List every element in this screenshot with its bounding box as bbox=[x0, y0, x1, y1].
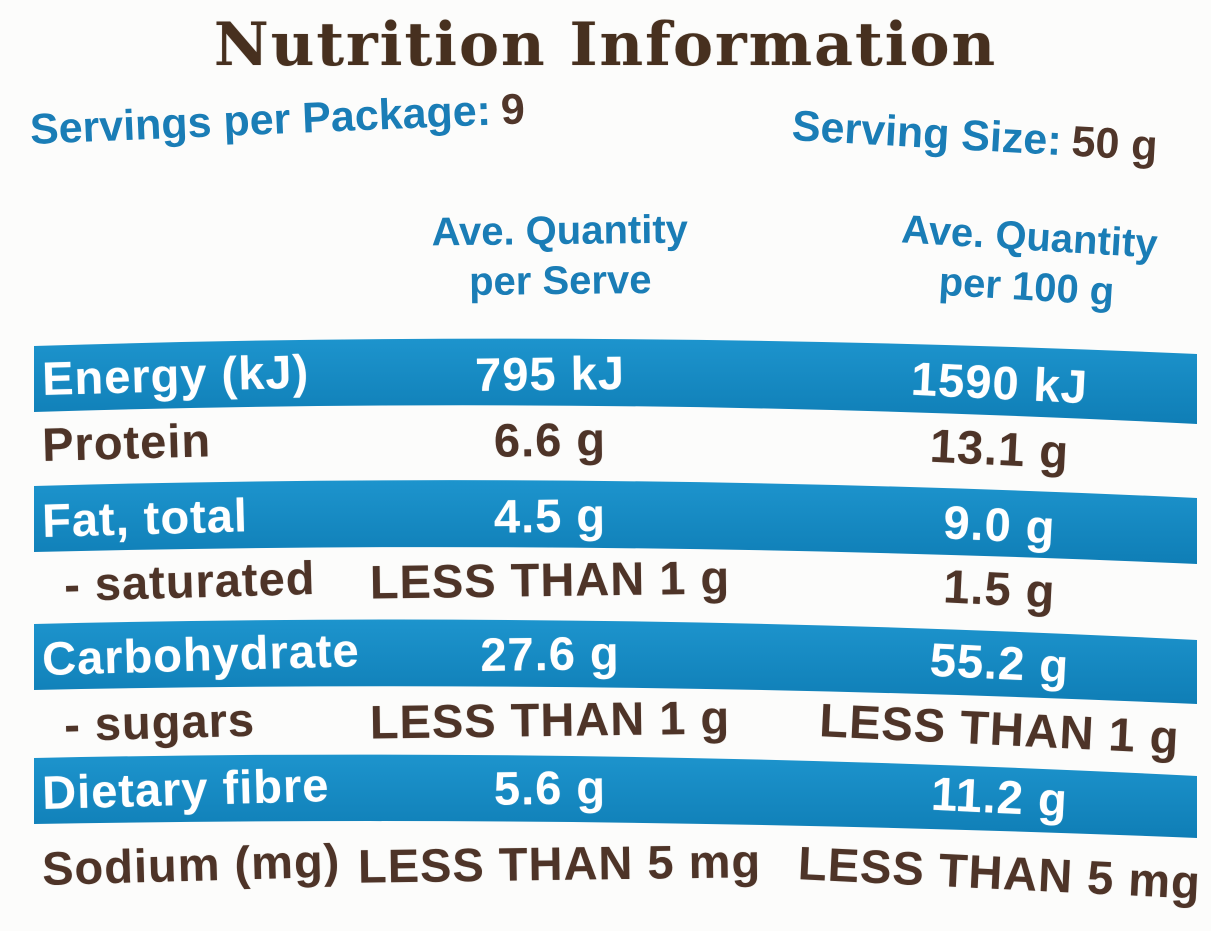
table-row-fat-total: Fat, total 4.5 g 9.0 g bbox=[0, 488, 1211, 560]
table-row-protein: Protein 6.6 g 13.1 g bbox=[0, 412, 1211, 484]
value-per-serve: 4.5 g bbox=[493, 488, 607, 543]
value-per-serve: LESS THAN 5 mg bbox=[357, 834, 762, 893]
row-label: Sodium (mg) bbox=[41, 833, 341, 895]
serving-size-value: 50 g bbox=[1070, 117, 1159, 171]
row-label: Fat, total bbox=[41, 488, 249, 547]
value-per-serve: 795 kJ bbox=[474, 345, 626, 402]
value-per-100g: 11.2 g bbox=[930, 766, 1070, 827]
row-label: Carbohydrate bbox=[41, 623, 361, 685]
table-row-dietary-fibre: Dietary fibre 5.6 g 11.2 g bbox=[0, 757, 1211, 832]
value-per-100g: 9.0 g bbox=[942, 495, 1057, 554]
table-row-energy: Energy (kJ) 795 kJ 1590 kJ bbox=[0, 344, 1211, 418]
column-header-per-serve-line2: per Serve bbox=[468, 258, 652, 304]
value-per-100g: 1.5 g bbox=[942, 559, 1057, 618]
band-dietary-fibre bbox=[34, 754, 1197, 838]
band-energy bbox=[34, 338, 1197, 424]
value-per-serve: LESS THAN 1 g bbox=[369, 690, 731, 749]
column-header-per-serve-line1: Ave. Quantity bbox=[431, 207, 689, 255]
row-label: - saturated bbox=[63, 550, 317, 611]
value-per-100g: LESS THAN 5 mg bbox=[796, 836, 1203, 909]
table-row-sodium: Sodium (mg) LESS THAN 5 mg LESS THAN 5 m… bbox=[0, 833, 1211, 909]
row-label: Protein bbox=[41, 413, 212, 471]
value-per-serve: LESS THAN 1 g bbox=[369, 550, 731, 609]
band-fat bbox=[34, 480, 1197, 564]
row-label: Energy (kJ) bbox=[41, 344, 310, 405]
value-per-serve: 6.6 g bbox=[493, 412, 607, 467]
table-row-sugars: - sugars LESS THAN 1 g LESS THAN 1 g bbox=[0, 690, 1211, 764]
value-per-100g: 55.2 g bbox=[928, 632, 1071, 693]
table-row-carbohydrate: Carbohydrate 27.6 g 55.2 g bbox=[0, 623, 1211, 698]
band-carbohydrate bbox=[34, 619, 1197, 704]
value-per-100g: 13.1 g bbox=[928, 418, 1071, 479]
value-per-serve: 5.6 g bbox=[493, 760, 607, 815]
row-label: - sugars bbox=[63, 692, 256, 751]
row-label: Dietary fibre bbox=[41, 757, 331, 819]
table-row-saturated: - saturated LESS THAN 1 g 1.5 g bbox=[0, 550, 1211, 624]
column-header-per-serve: Ave. Quantity per Serve bbox=[377, 204, 742, 308]
page-title: Nutrition Information bbox=[213, 10, 998, 80]
servings-per-package-value: 9 bbox=[499, 85, 526, 135]
value-per-serve: 27.6 g bbox=[480, 626, 620, 681]
value-per-100g: LESS THAN 1 g bbox=[818, 693, 1181, 764]
value-per-100g: 1590 kJ bbox=[909, 351, 1090, 414]
